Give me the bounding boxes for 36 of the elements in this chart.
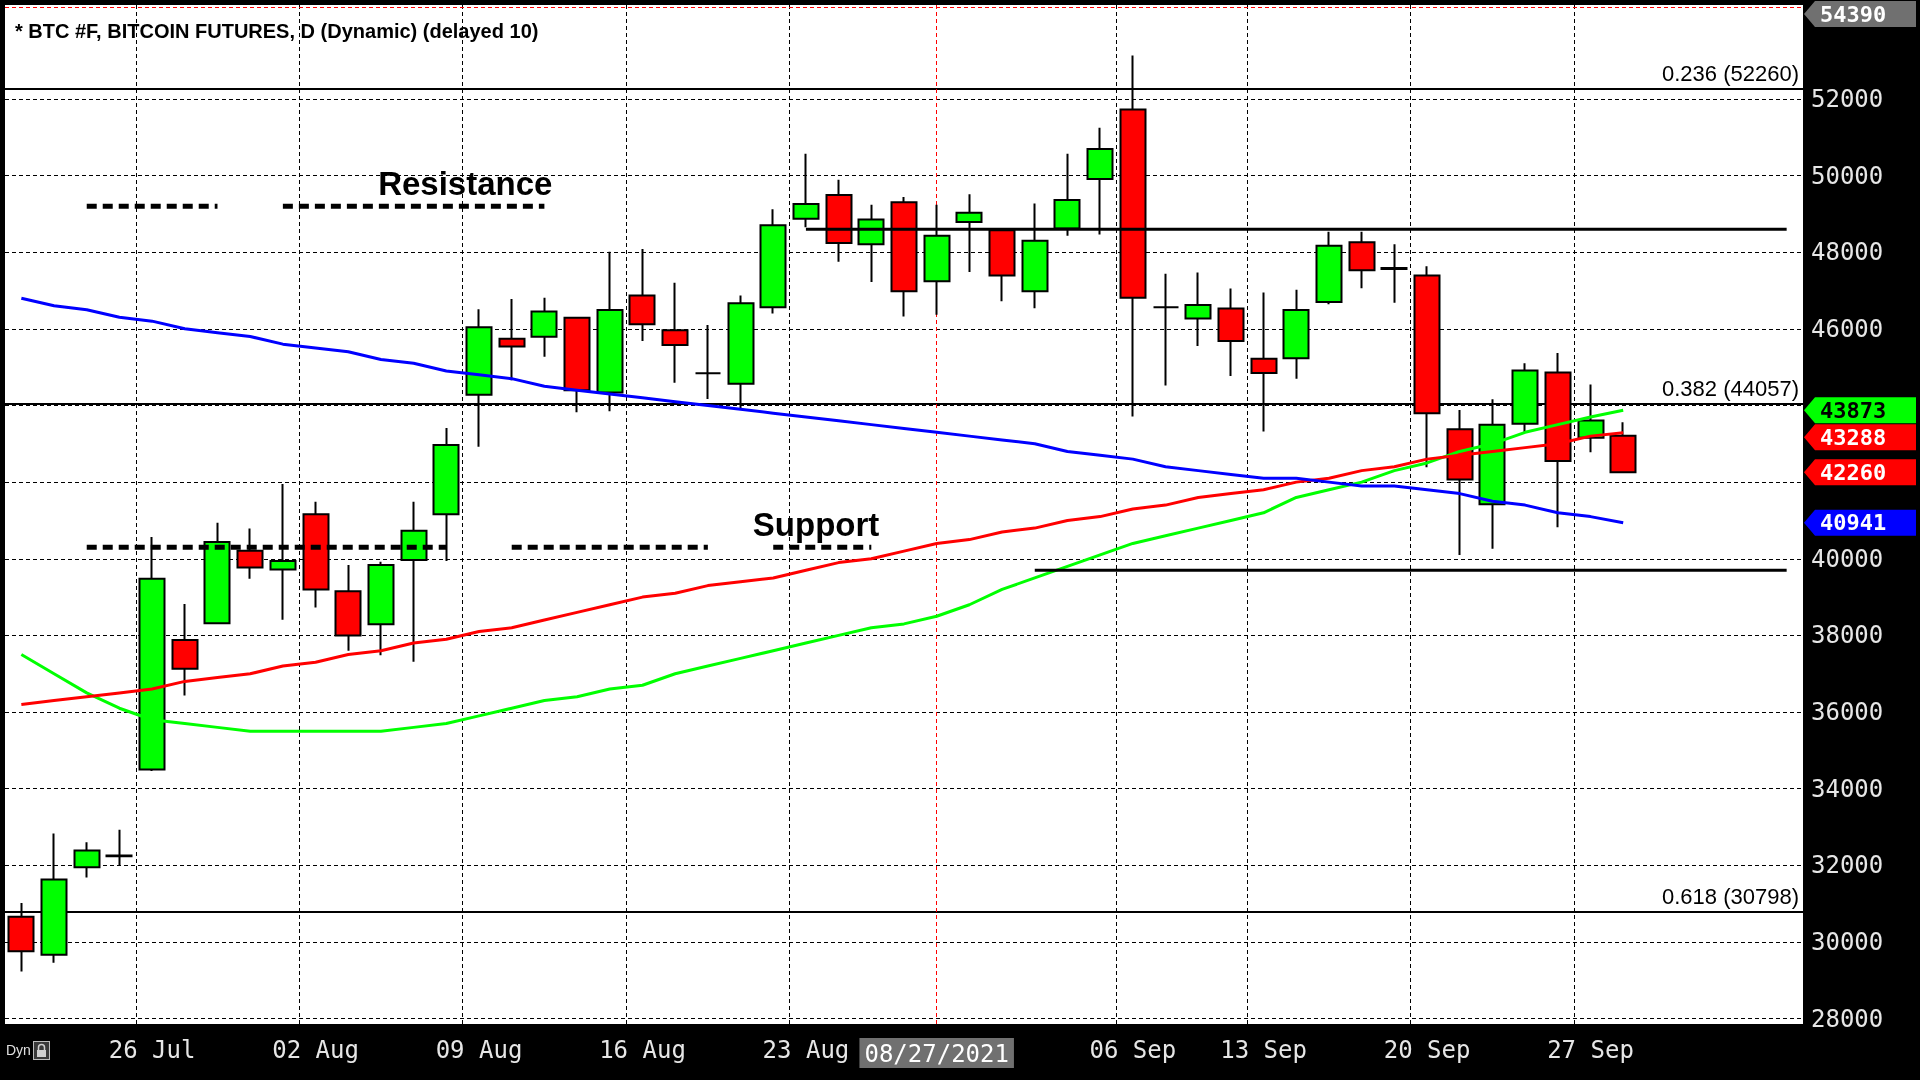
- x-tick-label: 20 Sep: [1383, 1036, 1471, 1064]
- y-tick-label: 32000: [1811, 851, 1884, 880]
- text: 42260: [1820, 459, 1887, 485]
- ref-line-label: 54390: [1820, 1, 1887, 27]
- series-label: Support: [752, 506, 880, 544]
- x-tick-label: 09 Aug: [435, 1036, 523, 1064]
- y-tick-label: 52000: [1811, 84, 1884, 113]
- ref-line-label: 0.382 (44057): [1662, 375, 1799, 401]
- y-tick-label: 40000: [1811, 544, 1884, 573]
- text: 40941: [1820, 510, 1887, 536]
- x-tick-label: 27 Sep: [1547, 1036, 1634, 1064]
- candlestick: [759, 208, 787, 315]
- y-tick-label: 48000: [1811, 238, 1884, 267]
- x-tick-label: 06 Sep: [1089, 1036, 1177, 1064]
- text: 43873: [1820, 397, 1887, 423]
- series-label: Resistance: [378, 165, 553, 203]
- y-tick-label: 36000: [1811, 698, 1884, 727]
- y-tick-label: 50000: [1811, 161, 1884, 190]
- x-tick-label: 08/27/2021: [864, 1040, 1009, 1068]
- x-tick-label: 13 Sep: [1220, 1036, 1307, 1064]
- y-tick-label: 34000: [1811, 774, 1884, 803]
- candlestick: [73, 841, 101, 879]
- ref-line-label: 0.618 (30798): [1662, 883, 1799, 909]
- x-tick-label: 02 Aug: [272, 1036, 359, 1064]
- text: * BTC #F, BITCOIN FUTURES, D (Dynamic) (delayed 10): [15, 20, 539, 42]
- candlestick: [661, 281, 689, 384]
- x-tick-label: 26 Jul: [108, 1036, 196, 1064]
- text: Dyn: [6, 1042, 31, 1058]
- y-tick-label: 38000: [1811, 621, 1884, 650]
- x-tick-label: 23 Aug: [762, 1036, 850, 1064]
- ref-line-label: 0.236 (52260): [1662, 61, 1799, 87]
- x-tick-label: 16 Aug: [599, 1036, 686, 1064]
- y-tick-label: 30000: [1811, 927, 1884, 956]
- y-tick-label: 46000: [1811, 314, 1884, 343]
- text: 43288: [1820, 424, 1887, 450]
- y-tick-label: 28000: [1811, 1004, 1884, 1033]
